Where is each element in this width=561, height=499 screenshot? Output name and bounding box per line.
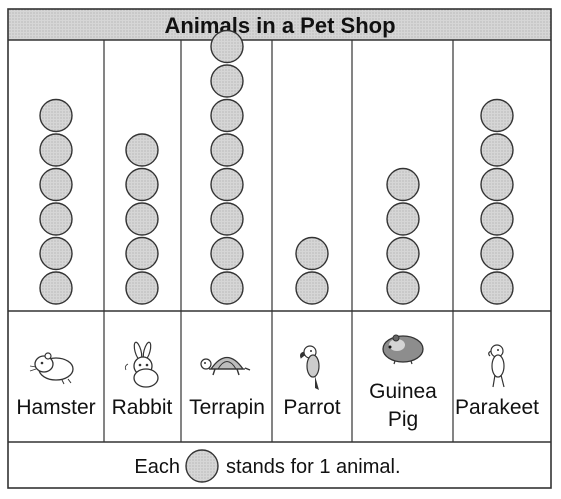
symbol-terrapin — [210, 64, 244, 98]
rabbit-icon — [124, 341, 159, 388]
hamster-icon — [29, 352, 74, 385]
category-labels: Hamster Rabbit Terrapin Parrot Guinea Pig Para… — [16, 380, 539, 431]
symbol-hamster — [39, 98, 73, 133]
symbol-terrapin — [210, 29, 244, 64]
symbol-terrapin — [210, 133, 244, 167]
symbol-hamster — [39, 236, 73, 271]
key: Each stands for 1 animal. — [134, 449, 401, 483]
guinea-pig-icon — [382, 334, 424, 365]
symbol-guinea-pig — [386, 202, 420, 236]
symbol-parrot — [295, 236, 329, 271]
symbol-terrapin — [210, 202, 244, 236]
symbol-parakeet — [480, 271, 514, 305]
symbol-terrapin — [210, 167, 244, 202]
symbol-rabbit — [125, 236, 159, 271]
symbol-layer — [39, 29, 514, 305]
symbol-hamster — [39, 167, 73, 202]
category-label-guinea-pig: Guinea Pig — [369, 380, 437, 431]
key-prefix: Each — [134, 456, 180, 478]
symbol-rabbit — [125, 271, 159, 305]
symbol-rabbit — [125, 167, 159, 202]
symbol-parakeet — [480, 133, 514, 167]
symbol-hamster — [39, 202, 73, 236]
chart-title: Animals in a Pet Shop — [164, 13, 395, 38]
title-band — [8, 9, 551, 40]
category-label-terrapin: Terrapin — [189, 396, 265, 419]
symbol-terrapin — [210, 271, 244, 305]
symbol-hamster — [39, 133, 73, 167]
symbol-parakeet — [480, 167, 514, 202]
symbol-parakeet — [480, 202, 514, 236]
symbol-terrapin — [210, 98, 244, 133]
symbol-guinea-pig — [386, 271, 420, 305]
symbol-terrapin — [210, 236, 244, 271]
symbol-hamster — [39, 271, 73, 305]
chart-frame — [7, 8, 552, 489]
symbol-guinea-pig — [386, 236, 420, 271]
category-label-rabbit: Rabbit — [112, 396, 173, 419]
symbol-parakeet — [480, 236, 514, 271]
category-label-hamster: Hamster — [16, 396, 95, 419]
symbol-rabbit — [125, 202, 159, 236]
parakeet-icon — [488, 344, 505, 388]
category-label-parakeet: Parakeet — [455, 396, 539, 419]
key-symbol — [185, 449, 219, 483]
symbol-rabbit — [125, 133, 159, 167]
category-label-parrot: Parrot — [283, 396, 340, 419]
key-suffix: stands for 1 animal. — [226, 456, 401, 478]
symbol-parrot — [295, 271, 329, 305]
symbol-guinea-pig — [386, 167, 420, 202]
terrapin-icon — [200, 356, 251, 376]
parrot-icon — [300, 345, 320, 390]
symbol-parakeet — [480, 98, 514, 133]
